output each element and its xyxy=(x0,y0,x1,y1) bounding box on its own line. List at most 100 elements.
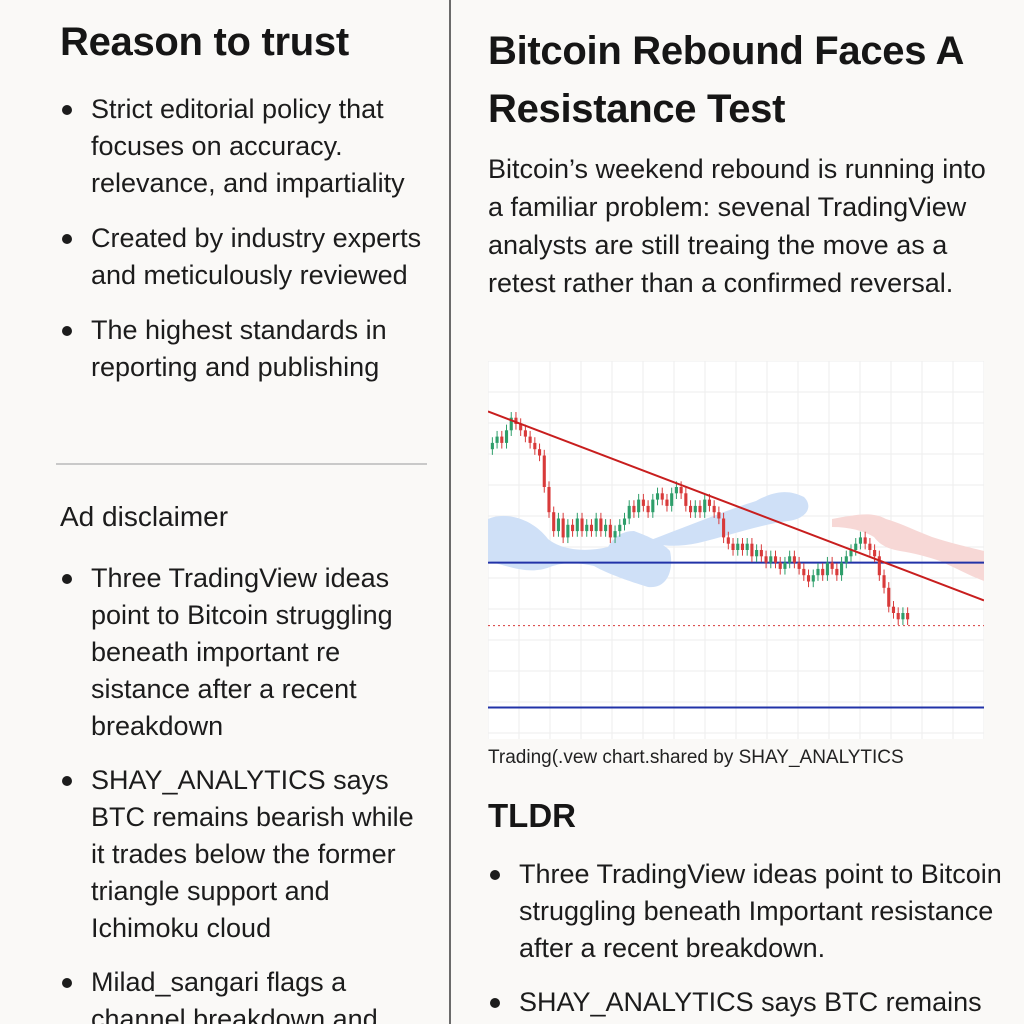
candle xyxy=(589,519,594,537)
candle xyxy=(641,493,645,512)
candle-body xyxy=(759,550,763,557)
candle xyxy=(660,487,664,506)
ad-disclaimer-list: Three TradingView ideas point to Bitcoin… xyxy=(60,560,430,1024)
candle xyxy=(821,563,825,581)
candle xyxy=(585,519,589,537)
candle-body xyxy=(552,512,556,532)
candle-body xyxy=(858,537,863,544)
ad-item: SHAY_ANALYTICS says BTC remains bearish … xyxy=(60,762,430,947)
ad-item: Three TradingView ideas point to Bitcoin… xyxy=(60,560,430,745)
candle xyxy=(755,544,759,562)
candle xyxy=(613,525,617,544)
candle xyxy=(504,424,509,449)
article-title: Bitcoin Rebound Faces A Resistance Test xyxy=(488,29,963,131)
candle-body xyxy=(537,449,542,456)
candle xyxy=(830,556,834,575)
trust-title: Reason to trust xyxy=(60,20,349,64)
candle xyxy=(608,519,612,544)
candle xyxy=(778,556,782,575)
candle-body xyxy=(504,430,509,443)
candle xyxy=(811,569,815,588)
candle xyxy=(750,538,754,562)
candle xyxy=(868,538,872,556)
candle-body xyxy=(726,537,730,544)
candle-body xyxy=(622,518,627,525)
candle xyxy=(849,544,853,562)
candle xyxy=(896,607,900,625)
candle-body xyxy=(641,499,645,506)
candle xyxy=(523,424,527,443)
candle-body xyxy=(731,543,735,550)
article-main: Bitcoin Rebound Faces A Resistance Test … xyxy=(451,0,1024,1024)
candle xyxy=(858,531,863,550)
candle xyxy=(655,487,660,506)
candle xyxy=(802,563,806,581)
candle xyxy=(556,512,560,537)
cloud-bullish-mid xyxy=(648,492,809,546)
candle-body xyxy=(693,505,697,513)
candle xyxy=(745,538,749,556)
candle xyxy=(632,500,636,518)
candle-body xyxy=(698,505,702,513)
article-lede: Bitcoin’s weekend rebound is running int… xyxy=(488,154,986,298)
candle xyxy=(580,512,584,537)
candle-body xyxy=(566,524,570,538)
candle-body xyxy=(873,550,877,557)
candle xyxy=(627,500,631,525)
candle xyxy=(594,512,598,537)
candle-body xyxy=(755,550,759,557)
cloud-bullish-left xyxy=(488,515,672,588)
candle-body xyxy=(844,556,848,563)
candle-body xyxy=(613,531,617,538)
candle xyxy=(854,538,858,556)
candle xyxy=(542,449,546,493)
candle-body xyxy=(877,556,881,576)
candle xyxy=(773,550,778,569)
candle-body xyxy=(594,518,598,532)
candle-body xyxy=(547,487,551,513)
candle xyxy=(490,437,494,455)
candle xyxy=(806,569,811,588)
candle-body xyxy=(608,524,612,538)
candle xyxy=(703,493,707,518)
candle xyxy=(604,519,608,537)
tldr-list: Three TradingView ideas point to Bitcoin… xyxy=(488,856,1018,1024)
candle-body xyxy=(528,436,532,443)
cloud-bearish-right xyxy=(832,514,984,581)
candle xyxy=(769,550,773,569)
sidebar: Reason to trust Strict editorial policy … xyxy=(0,0,449,1024)
candle-body xyxy=(703,499,707,513)
tradingview-chart[interactable] xyxy=(488,361,984,739)
candle-body xyxy=(745,543,749,550)
candle xyxy=(901,607,905,625)
candle-body xyxy=(632,505,636,513)
candle-body xyxy=(495,436,499,443)
candle-body xyxy=(722,518,726,538)
candle-body xyxy=(589,524,594,532)
candle-body xyxy=(792,556,796,563)
candle-body xyxy=(854,543,858,550)
candle-body xyxy=(684,493,688,506)
candle-body xyxy=(835,568,839,576)
candle-body xyxy=(519,424,523,431)
candle-body xyxy=(821,568,825,576)
trust-list: Strict editorial policy that focuses on … xyxy=(60,91,430,404)
ad-item: Milad_sangari flags a channel breakdown … xyxy=(60,964,430,1024)
candles xyxy=(490,412,910,625)
candle-body xyxy=(797,562,801,569)
candle xyxy=(698,500,702,518)
candle-body xyxy=(689,505,693,513)
candle xyxy=(835,563,839,581)
candle-body xyxy=(717,512,721,519)
candle xyxy=(674,481,678,499)
candle xyxy=(722,512,726,544)
candle xyxy=(528,430,532,449)
candle-body xyxy=(901,613,905,620)
column-divider xyxy=(449,0,451,1024)
candle-body xyxy=(840,562,844,576)
candle xyxy=(509,412,513,436)
candle-body xyxy=(651,499,655,513)
candle xyxy=(792,550,796,569)
candle xyxy=(797,556,801,575)
